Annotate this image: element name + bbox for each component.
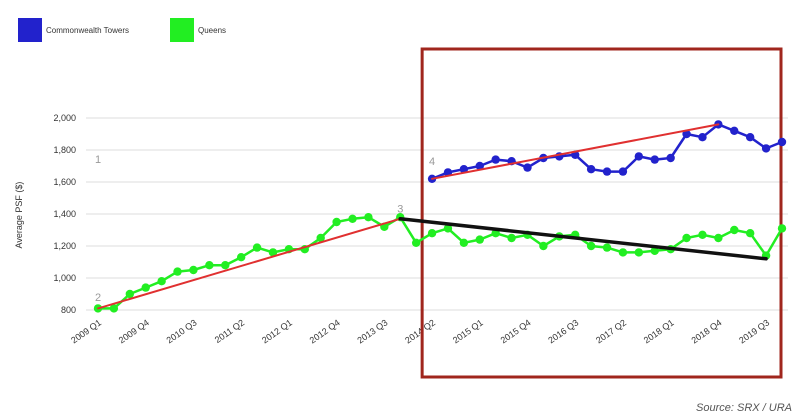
data-point-queens bbox=[459, 238, 469, 247]
data-point-queens bbox=[316, 233, 325, 243]
y-tick-label: 1,000 bbox=[53, 273, 76, 283]
data-point-queens bbox=[411, 238, 421, 247]
x-tick-label: 2009 Q4 bbox=[117, 317, 151, 345]
y-axis-ticks: 800 1,000 1,200 1,400 1,600 1,800 2,000 bbox=[53, 113, 76, 315]
y-tick-label: 1,800 bbox=[53, 145, 76, 155]
data-point-queens bbox=[205, 261, 214, 270]
data-point-queens bbox=[252, 243, 262, 252]
trend-line bbox=[398, 217, 768, 261]
data-point-commonwealth-towers bbox=[650, 155, 659, 164]
legend-label-queens: Queens bbox=[198, 26, 226, 35]
data-point-queens bbox=[745, 229, 755, 238]
source-note: Source: SRX / URA bbox=[696, 402, 792, 414]
data-point-queens bbox=[714, 233, 723, 243]
data-point-queens bbox=[602, 243, 612, 252]
x-tick-label: 2014 Q2 bbox=[403, 317, 437, 345]
trend-lines bbox=[97, 123, 768, 310]
data-point-queens bbox=[157, 277, 166, 286]
legend-swatch-queens bbox=[170, 18, 194, 42]
y-tick-label: 2,000 bbox=[53, 113, 76, 123]
data-point-queens bbox=[475, 235, 484, 244]
trend-line bbox=[97, 217, 402, 310]
data-point-commonwealth-towers bbox=[634, 152, 644, 161]
data-point-commonwealth-towers bbox=[618, 167, 628, 176]
legend: Commonwealth Towers Queens bbox=[18, 18, 226, 42]
y-axis-label: Average PSF ($) bbox=[14, 182, 24, 249]
x-tick-label: 2009 Q1 bbox=[69, 317, 103, 345]
data-point-commonwealth-towers bbox=[523, 163, 532, 172]
data-point-queens bbox=[141, 283, 150, 292]
data-point-queens bbox=[443, 224, 453, 233]
data-point-queens bbox=[125, 289, 135, 299]
data-point-queens bbox=[730, 225, 739, 235]
x-tick-label: 2015 Q4 bbox=[499, 317, 533, 345]
data-point-queens bbox=[364, 213, 373, 222]
x-axis-ticks: 2009 Q1 2009 Q4 2010 Q3 2011 Q2 2012 Q1 2012 … bbox=[69, 317, 771, 345]
x-tick-label: 2016 Q3 bbox=[546, 317, 580, 345]
data-point-commonwealth-towers bbox=[491, 155, 500, 164]
data-point-queens bbox=[427, 229, 437, 238]
annotations: 1 2 3 4 bbox=[95, 154, 435, 304]
data-point-commonwealth-towers bbox=[761, 144, 771, 153]
annotation-marker: 2 bbox=[95, 292, 101, 304]
data-point-queens bbox=[189, 265, 198, 275]
y-tick-label: 800 bbox=[61, 305, 76, 315]
x-tick-label: 2012 Q4 bbox=[308, 317, 342, 345]
series-layer bbox=[93, 120, 787, 313]
data-point-queens bbox=[268, 248, 278, 257]
data-point-commonwealth-towers bbox=[698, 133, 707, 142]
annotation-marker: 1 bbox=[95, 154, 101, 166]
data-point-queens bbox=[539, 241, 548, 251]
x-tick-label: 2019 Q3 bbox=[737, 317, 771, 345]
highlight-box bbox=[420, 47, 783, 379]
x-tick-label: 2013 Q3 bbox=[355, 317, 389, 345]
data-point-queens bbox=[348, 214, 357, 223]
data-point-queens bbox=[618, 248, 628, 257]
y-tick-label: 1,600 bbox=[53, 177, 76, 187]
data-point-queens bbox=[507, 233, 516, 243]
data-point-queens bbox=[586, 241, 596, 251]
data-point-queens bbox=[109, 304, 119, 313]
data-point-commonwealth-towers bbox=[682, 129, 691, 139]
x-tick-label: 2010 Q3 bbox=[165, 317, 199, 345]
annotation-marker: 3 bbox=[397, 203, 403, 215]
data-point-commonwealth-towers bbox=[730, 126, 739, 135]
data-point-commonwealth-towers bbox=[459, 165, 469, 174]
legend-swatch-commonwealth-towers bbox=[18, 18, 42, 42]
data-point-queens bbox=[173, 267, 182, 276]
data-point-commonwealth-towers bbox=[586, 165, 596, 174]
x-tick-label: 2015 Q1 bbox=[451, 317, 485, 345]
data-point-queens bbox=[236, 253, 246, 262]
data-point-queens bbox=[221, 261, 230, 270]
annotation-marker: 4 bbox=[429, 156, 435, 168]
data-point-queens bbox=[698, 230, 707, 239]
x-tick-label: 2018 Q1 bbox=[642, 317, 676, 345]
x-tick-label: 2011 Q2 bbox=[213, 317, 246, 345]
data-point-commonwealth-towers bbox=[745, 133, 755, 142]
data-point-queens bbox=[682, 233, 691, 243]
y-tick-label: 1,200 bbox=[53, 241, 76, 251]
x-tick-label: 2012 Q1 bbox=[260, 317, 294, 345]
data-point-queens bbox=[650, 246, 659, 255]
data-point-commonwealth-towers bbox=[666, 153, 675, 163]
data-point-queens bbox=[777, 224, 787, 233]
x-tick-label: 2017 Q2 bbox=[594, 317, 628, 345]
trend-line bbox=[431, 123, 720, 180]
data-point-commonwealth-towers bbox=[475, 161, 484, 171]
x-tick-label: 2018 Q4 bbox=[689, 317, 723, 345]
legend-label-commonwealth-towers: Commonwealth Towers bbox=[46, 26, 129, 35]
data-point-commonwealth-towers bbox=[602, 167, 612, 176]
y-tick-label: 1,400 bbox=[53, 209, 76, 219]
series-line-queens bbox=[98, 215, 784, 310]
data-point-queens bbox=[332, 217, 341, 227]
data-point-commonwealth-towers bbox=[777, 137, 787, 147]
data-point-queens bbox=[634, 248, 644, 257]
